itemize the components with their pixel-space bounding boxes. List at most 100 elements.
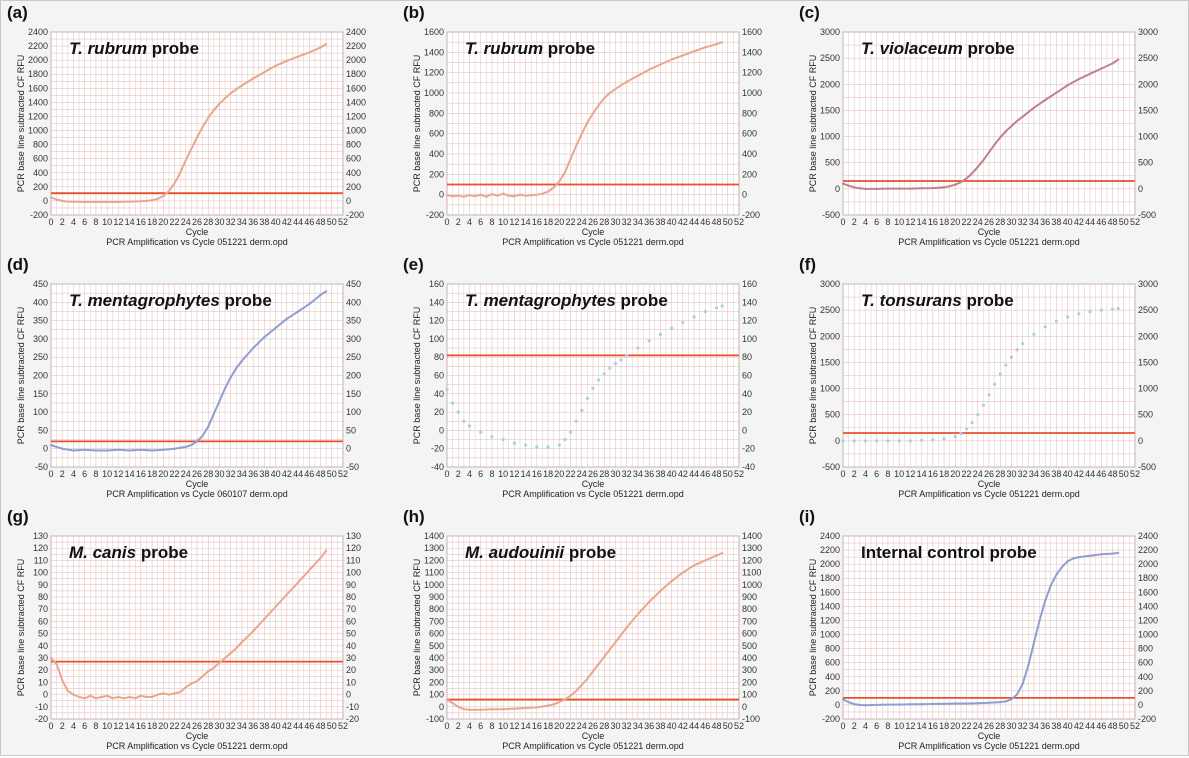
x-tick-label: 4 (863, 217, 868, 227)
data-point (982, 159, 985, 162)
y-tick-label-right: 2400 (346, 27, 366, 37)
chart-caption: PCR Amplification vs Cycle 051221 derm.o… (502, 741, 684, 751)
data-point (100, 695, 103, 699)
y-tick-label-right: 150 (346, 389, 361, 399)
y-tick-label-right: 1000 (1138, 132, 1158, 142)
data-point (106, 449, 109, 452)
x-tick-label: 10 (894, 217, 904, 227)
gridlines (50, 283, 344, 468)
y-tick-label-left: 1500 (820, 105, 840, 115)
y-tick-label-right: 0 (742, 702, 747, 712)
data-point (959, 180, 963, 184)
data-point (1100, 553, 1103, 556)
data-point (647, 339, 651, 343)
y-tick-label-left: 1300 (424, 543, 444, 553)
probe-label: T. mentagrophytes probe (465, 291, 668, 310)
data-point (1032, 641, 1036, 645)
x-tick-label: 16 (532, 469, 542, 479)
data-point (875, 703, 878, 707)
data-point (619, 633, 623, 636)
x-tick-label: 24 (181, 469, 191, 479)
x-tick-label: 4 (71, 469, 76, 479)
data-point (139, 694, 142, 697)
x-tick-label: 38 (655, 469, 665, 479)
x-axis-label: Cycle (978, 227, 1001, 237)
data-point (145, 199, 148, 203)
x-tick-label: 30 (610, 469, 620, 479)
x-tick-label: 16 (136, 469, 146, 479)
data-point (468, 194, 471, 197)
gridlines (50, 31, 344, 216)
data-point (959, 431, 963, 436)
x-tick-label: 40 (667, 469, 677, 479)
y-tick-label-right: 1000 (742, 88, 762, 98)
probe-label: M. canis probe (69, 543, 188, 562)
data-point (541, 192, 544, 195)
x-tick-label: 16 (532, 721, 542, 731)
y-tick-label-left: 80 (38, 592, 48, 602)
y-tick-label-right: 0 (742, 425, 747, 435)
y-tick-label-left: 100 (33, 568, 48, 578)
y-axis-label: PCR base line subtracted CF RFU (808, 55, 818, 193)
x-tick-label: 52 (734, 721, 744, 731)
data-point (976, 165, 979, 168)
x-tick-label: 38 (259, 469, 269, 479)
x-tick-label: 0 (444, 469, 449, 479)
y-tick-label-right: 500 (742, 641, 757, 651)
x-tick-label: 0 (444, 721, 449, 731)
data-point (240, 84, 244, 87)
data-point (1004, 363, 1008, 367)
data-point (308, 569, 311, 572)
y-tick-label-left: 100 (429, 334, 444, 344)
probe-label-suffix: probe (564, 543, 616, 562)
data-point (858, 703, 861, 707)
data-point (274, 605, 277, 608)
y-tick-label-right: 400 (1138, 672, 1153, 682)
y-tick-label-left: -10 (35, 702, 48, 712)
x-tick-label: 24 (577, 469, 587, 479)
x-tick-label: 16 (136, 217, 146, 227)
x-tick-label: 32 (226, 721, 236, 731)
x-tick-label: 22 (962, 469, 972, 479)
data-point (530, 194, 533, 197)
data-point (274, 326, 277, 330)
data-point (1044, 599, 1047, 602)
data-point (201, 125, 204, 129)
data-point (1088, 310, 1092, 314)
data-point (61, 678, 64, 682)
data-point (920, 703, 923, 706)
data-point (145, 695, 148, 699)
data-point (602, 372, 606, 376)
panel-letter: (h) (403, 507, 425, 526)
y-tick-label-left: 40 (38, 641, 48, 651)
data-point (636, 74, 640, 77)
data-point (908, 439, 912, 443)
y-tick-label-left: 400 (33, 297, 48, 307)
data-point (150, 449, 154, 452)
data-point (942, 186, 946, 189)
y-tick-label-right: 2200 (1138, 545, 1158, 555)
data-point (223, 97, 227, 100)
data-point (954, 702, 957, 705)
x-tick-label: 34 (1029, 469, 1039, 479)
y-tick-label-left: 20 (434, 407, 444, 417)
data-point (625, 626, 628, 629)
x-tick-label: 26 (192, 217, 202, 227)
x-tick-label: 18 (939, 469, 949, 479)
y-tick-label-right: 500 (1138, 158, 1153, 168)
probe-label: T. tonsurans probe (861, 291, 1014, 310)
data-point (558, 700, 561, 704)
y-tick-label-left: 1100 (425, 568, 444, 578)
y-tick-label-left: 1000 (820, 132, 840, 142)
data-point (864, 704, 867, 707)
data-point (451, 401, 455, 405)
data-point (179, 691, 182, 694)
x-tick-label: 22 (170, 469, 180, 479)
chart-caption: PCR Amplification vs Cycle 051221 derm.o… (106, 741, 288, 751)
x-tick-label: 8 (93, 469, 98, 479)
y-tick-label-right: -100 (742, 714, 760, 724)
x-tick-label: 48 (1108, 217, 1118, 227)
data-point (319, 293, 322, 297)
data-point (445, 387, 449, 391)
data-point (179, 171, 182, 174)
